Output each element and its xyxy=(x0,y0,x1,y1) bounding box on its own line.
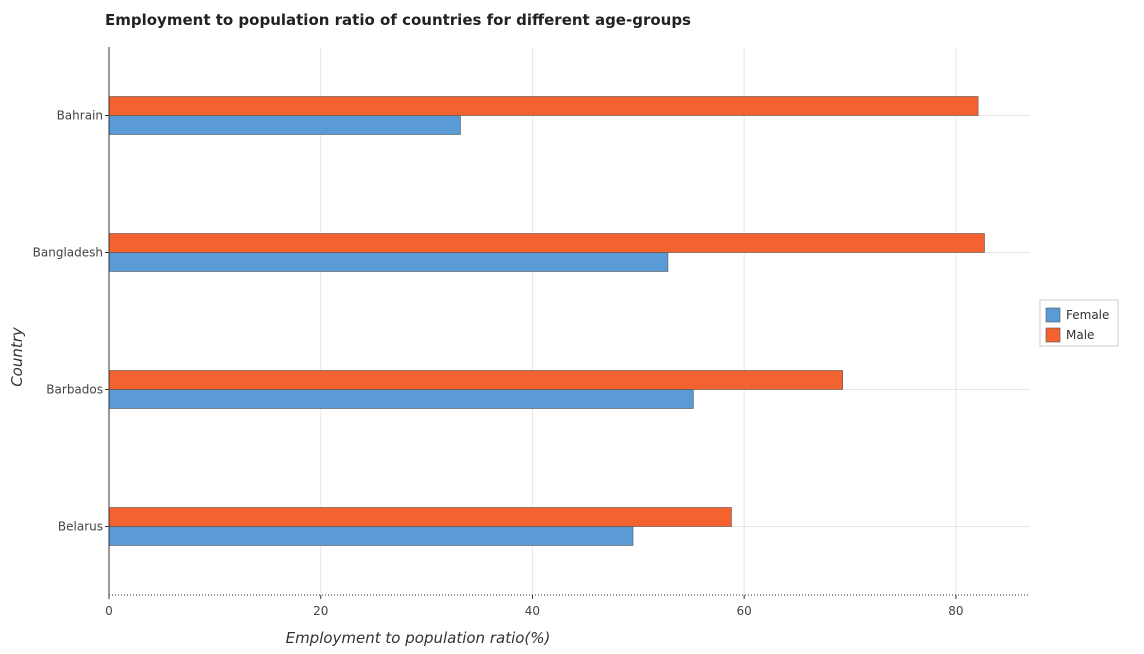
y-tick-label: Belarus xyxy=(58,520,103,534)
legend-swatch-female xyxy=(1045,307,1061,323)
y-tick-label: Bangladesh xyxy=(33,246,103,260)
bar-female-bangladesh xyxy=(108,252,669,272)
x-tick-label: 80 xyxy=(948,604,963,618)
bar-male-belarus xyxy=(108,507,732,527)
bar-male-barbados xyxy=(108,370,843,390)
y-tick-label: Barbados xyxy=(46,383,103,397)
x-tick-label: 20 xyxy=(313,604,328,618)
x-axis-label: Employment to population ratio(%) xyxy=(286,629,551,647)
bars xyxy=(108,96,985,546)
legend-swatch-male xyxy=(1045,327,1061,343)
legend-label-male: Male xyxy=(1066,328,1094,342)
x-tick-label: 40 xyxy=(525,604,540,618)
x-tick-label: 60 xyxy=(737,604,752,618)
bar-male-bangladesh xyxy=(108,233,985,253)
bar-female-belarus xyxy=(108,526,634,546)
axes: 0 20 40 60 80 Bahrain Bangladesh Barbados Belaru… xyxy=(33,47,1030,618)
y-tick-label: Bahrain xyxy=(57,109,103,123)
y-axis-label: Country xyxy=(8,326,26,387)
legend-label-female: Female xyxy=(1066,308,1109,322)
bar-female-barbados xyxy=(108,389,694,409)
x-tick-label: 0 xyxy=(105,604,113,618)
bar-male-bahrain xyxy=(108,96,979,116)
bar-female-bahrain xyxy=(108,115,461,135)
legend: Female Male xyxy=(1039,299,1119,347)
chart-title: Employment to population ratio of countr… xyxy=(105,11,691,29)
